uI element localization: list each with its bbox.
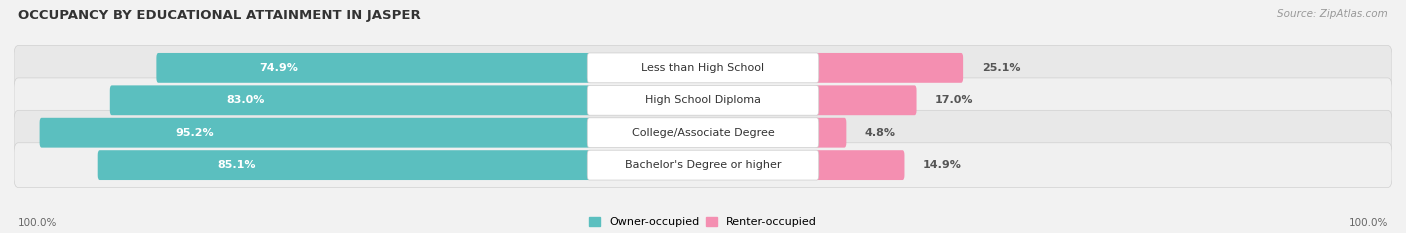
- Text: 17.0%: 17.0%: [935, 95, 973, 105]
- Text: 95.2%: 95.2%: [176, 128, 214, 138]
- Text: Source: ZipAtlas.com: Source: ZipAtlas.com: [1277, 9, 1388, 19]
- FancyBboxPatch shape: [110, 85, 592, 115]
- Text: 83.0%: 83.0%: [226, 95, 264, 105]
- FancyBboxPatch shape: [14, 45, 1392, 90]
- FancyBboxPatch shape: [14, 78, 1392, 123]
- FancyBboxPatch shape: [588, 53, 818, 83]
- FancyBboxPatch shape: [97, 150, 592, 180]
- Legend: Owner-occupied, Renter-occupied: Owner-occupied, Renter-occupied: [589, 217, 817, 227]
- Text: Less than High School: Less than High School: [641, 63, 765, 73]
- FancyBboxPatch shape: [814, 150, 904, 180]
- Text: Bachelor's Degree or higher: Bachelor's Degree or higher: [624, 160, 782, 170]
- FancyBboxPatch shape: [588, 150, 818, 180]
- FancyBboxPatch shape: [39, 118, 592, 148]
- FancyBboxPatch shape: [814, 118, 846, 148]
- Text: 4.8%: 4.8%: [865, 128, 896, 138]
- Text: OCCUPANCY BY EDUCATIONAL ATTAINMENT IN JASPER: OCCUPANCY BY EDUCATIONAL ATTAINMENT IN J…: [18, 9, 420, 22]
- Text: 74.9%: 74.9%: [260, 63, 298, 73]
- FancyBboxPatch shape: [814, 53, 963, 83]
- FancyBboxPatch shape: [156, 53, 592, 83]
- FancyBboxPatch shape: [814, 85, 917, 115]
- Text: 85.1%: 85.1%: [218, 160, 256, 170]
- FancyBboxPatch shape: [588, 85, 818, 115]
- FancyBboxPatch shape: [14, 143, 1392, 188]
- FancyBboxPatch shape: [14, 110, 1392, 155]
- Text: College/Associate Degree: College/Associate Degree: [631, 128, 775, 138]
- Text: 100.0%: 100.0%: [18, 218, 58, 228]
- Text: 100.0%: 100.0%: [1348, 218, 1388, 228]
- Text: High School Diploma: High School Diploma: [645, 95, 761, 105]
- FancyBboxPatch shape: [588, 118, 818, 148]
- Text: 25.1%: 25.1%: [981, 63, 1021, 73]
- Text: 14.9%: 14.9%: [924, 160, 962, 170]
